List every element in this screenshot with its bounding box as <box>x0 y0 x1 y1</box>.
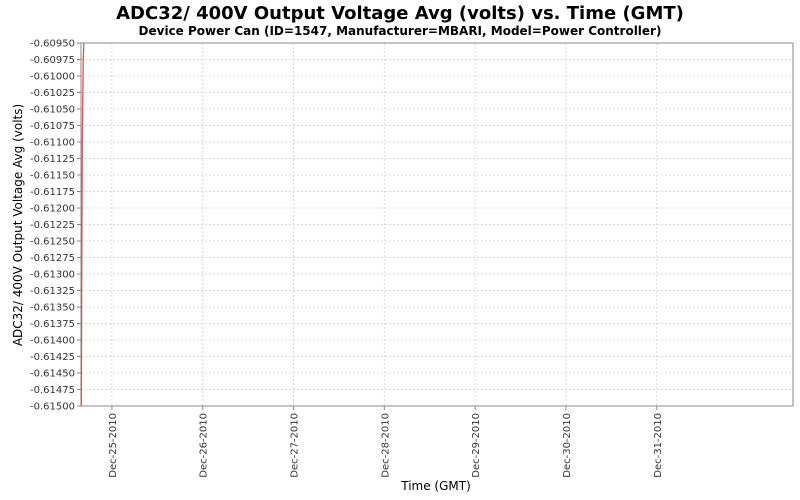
y-tick-label: -0.61175 <box>30 187 75 198</box>
y-tick-label: -0.61250 <box>30 237 75 248</box>
y-tick-label: -0.60975 <box>30 55 75 66</box>
y-tick-label: -0.61475 <box>30 385 75 396</box>
x-axis: Dec-25-2010 Dec-26-2010 Dec-27-2010 Dec-28-… <box>108 406 664 478</box>
chart-title: ADC32/ 400V Output Voltage Avg (volts) v… <box>116 3 684 24</box>
x-tick-label: Dec-30-2010 <box>562 413 573 478</box>
y-tick-label: -0.61075 <box>30 121 75 132</box>
x-tick-label: Dec-25-2010 <box>108 413 119 478</box>
x-tick-label: Dec-31-2010 <box>653 413 664 478</box>
gridlines <box>81 42 793 407</box>
y-tick-label: -0.60950 <box>30 39 75 50</box>
y-tick-label: -0.61400 <box>30 336 75 347</box>
y-axis: -0.60950 -0.60975 -0.61000 -0.61025 -0.61050… <box>30 39 81 413</box>
y-tick-label: -0.61150 <box>30 171 75 182</box>
y-tick-label: -0.61425 <box>30 352 75 363</box>
x-tick-label: Dec-27-2010 <box>290 413 301 478</box>
y-tick-label: -0.61025 <box>30 88 75 99</box>
y-tick-label: -0.61350 <box>30 303 75 314</box>
y-tick-label: -0.61100 <box>30 138 75 149</box>
y-tick-label: -0.61225 <box>30 220 75 231</box>
y-tick-label: -0.61500 <box>30 402 75 413</box>
y-tick-label: -0.61325 <box>30 286 75 297</box>
series-line <box>80 42 85 407</box>
y-tick-label: -0.61000 <box>30 72 75 83</box>
x-tick-label: Dec-28-2010 <box>380 413 391 478</box>
series-layer <box>80 42 85 407</box>
y-tick-label: -0.61050 <box>30 105 75 116</box>
y-axis-label: ADC32/ 400V Output Voltage Avg (volts) <box>11 104 25 346</box>
x-axis-label: Time (GMT) <box>400 479 471 493</box>
x-tick-label: Dec-26-2010 <box>199 413 210 478</box>
y-tick-label: -0.61450 <box>30 369 75 380</box>
y-tick-label: -0.61125 <box>30 154 75 165</box>
x-tick-label: Dec-29-2010 <box>471 413 482 478</box>
y-tick-label: -0.61200 <box>30 204 75 215</box>
y-tick-label: -0.61300 <box>30 270 75 281</box>
y-tick-label: -0.61275 <box>30 253 75 264</box>
y-tick-label: -0.61375 <box>30 319 75 330</box>
chart-subtitle: Device Power Can (ID=1547, Manufacturer=… <box>139 24 662 38</box>
